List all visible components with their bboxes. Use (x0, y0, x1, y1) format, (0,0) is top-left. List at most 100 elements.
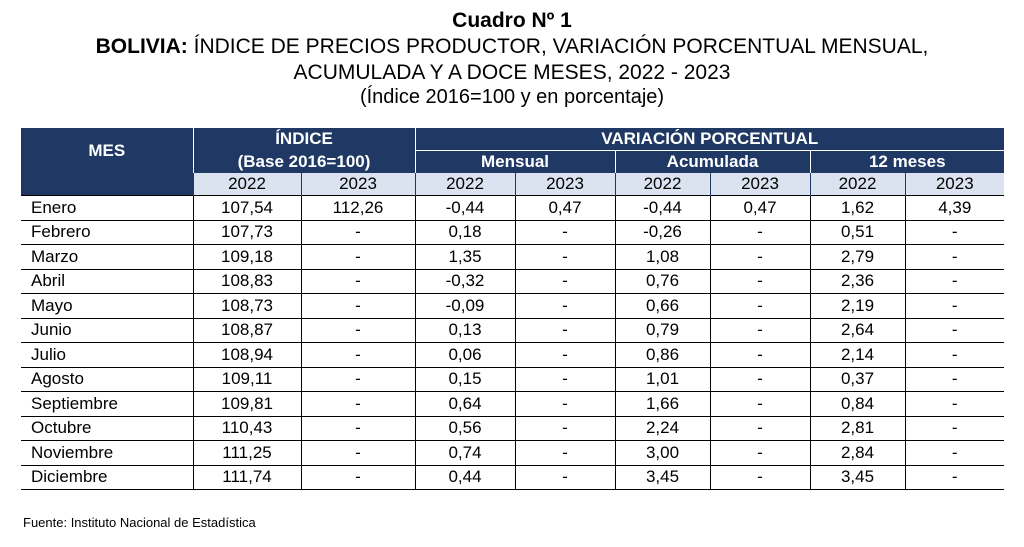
year-header: 2023 (300, 173, 415, 196)
cell-a22: 3,00 (614, 440, 710, 465)
cell-d23: - (904, 317, 1005, 343)
cell-d23: - (904, 391, 1005, 416)
cell-i23: - (300, 366, 415, 392)
cell-a22: 0,86 (614, 342, 710, 367)
cell-d23: - (904, 440, 1005, 465)
table-row: Abril 108,83- -0,32-0,76-2,36- (21, 268, 1005, 294)
cell-m23: - (514, 366, 615, 392)
table-row: Enero 107,54 112,26 -0,44 0,47 -0,44 0,47 1,62 4… (21, 195, 1005, 220)
cell-d22: 2,64 (809, 317, 905, 343)
cell-mes: Noviembre (21, 440, 193, 465)
cell-d23: - (904, 244, 1005, 269)
cell-i23: - (300, 391, 415, 416)
cell-d22: 2,14 (809, 342, 905, 367)
cell-a22: 2,24 (614, 415, 710, 441)
cell-a23: - (709, 268, 810, 294)
table-number: Cuadro Nº 1 (452, 9, 572, 32)
table-row: Junio 108,87-0,13-0,79-2,64- (21, 317, 1005, 343)
cell-a23: - (709, 293, 810, 318)
table-row: Diciembre 111,74-0,44-3,45-3,45- (21, 464, 1005, 490)
cell-m23: - (514, 415, 615, 441)
year-header: 2023 (904, 173, 1005, 196)
cell-i22: 109,18 (192, 244, 301, 269)
col-header-12-meses: 12 meses (809, 150, 1005, 173)
table-row: Agosto 109,11-0,15-1,01-0,37- (21, 366, 1005, 392)
year-header: 2023 (514, 173, 615, 196)
cell-d23: - (904, 268, 1005, 294)
cell-d23: - (904, 342, 1005, 367)
cell-i22: 111,74 (192, 464, 301, 490)
cell-i22: 108,83 (192, 268, 301, 294)
cell-mes: Febrero (21, 219, 193, 245)
table-row: Marzo 109,18-1,35-1,08-2,79- (21, 244, 1005, 269)
cell-i22: 107,73 (192, 219, 301, 245)
table-title-line1: BOLIVIA: ÍNDICE DE PRECIOS PRODUCTOR, VA… (0, 34, 1024, 60)
country-label: BOLIVIA: (95, 35, 188, 58)
cell-mes: Enero (21, 195, 193, 220)
cell-d22: 2,79 (809, 244, 905, 269)
table-body: Enero 107,54 112,26 -0,44 0,47 -0,44 0,47 1,62 4… (21, 195, 1005, 490)
cell-a22: 0,79 (614, 317, 710, 343)
cell-i23: - (300, 342, 415, 367)
cell-a22: 3,45 (614, 464, 710, 490)
cell-a22: -0,26 (614, 219, 710, 245)
cell-d22: 0,37 (809, 366, 905, 392)
cell-d22: 0,51 (809, 219, 905, 245)
cell-d23: - (904, 366, 1005, 392)
cell-m22: 0,15 (414, 366, 515, 392)
col-header-mensual: Mensual (414, 150, 615, 173)
cell-mes: Junio (21, 317, 193, 343)
col-header-indice-base: (Base 2016=100) (192, 150, 415, 173)
cell-m23: - (514, 440, 615, 465)
cell-m23: - (514, 464, 615, 490)
cell-m22: -0,32 (414, 268, 515, 294)
cell-m22: -0,09 (414, 293, 515, 318)
cell-d22: 2,19 (809, 293, 905, 318)
cell-m23: - (514, 391, 615, 416)
cell-mes: Octubre (21, 415, 193, 441)
cell-d23: - (904, 219, 1005, 245)
year-header: 2023 (709, 173, 810, 196)
title-text: ÍNDICE DE PRECIOS PRODUCTOR, VARIACIÓN P… (187, 35, 929, 58)
price-index-table: MES ÍNDICE VARIACIÓN PORCENTUAL (Base 20… (21, 128, 1005, 490)
cell-i22: 108,87 (192, 317, 301, 343)
cell-i23: 112,26 (300, 195, 415, 220)
cell-m22: 0,74 (414, 440, 515, 465)
cell-d22: 1,62 (809, 195, 905, 220)
cell-m22: 0,64 (414, 391, 515, 416)
cell-a23: - (709, 244, 810, 269)
cell-i22: 108,94 (192, 342, 301, 367)
cell-i22: 111,25 (192, 440, 301, 465)
cell-a23: - (709, 342, 810, 367)
col-header-variacion: VARIACIÓN PORCENTUAL (414, 128, 1005, 151)
cell-a23: 0,47 (709, 195, 810, 220)
cell-i22: 109,11 (192, 366, 301, 392)
cell-d22: 2,81 (809, 415, 905, 441)
year-header: 2022 (614, 173, 710, 196)
cell-a23: - (709, 415, 810, 441)
cell-i22: 110,43 (192, 415, 301, 441)
cell-a22: 0,66 (614, 293, 710, 318)
table-row: Noviembre 111,25-0,74-3,00-2,84- (21, 440, 1005, 465)
cell-a23: - (709, 440, 810, 465)
cell-a22: -0,44 (614, 195, 710, 220)
cell-d23: - (904, 464, 1005, 490)
cell-m22: 0,13 (414, 317, 515, 343)
year-header: 2022 (414, 173, 515, 196)
cell-a23: - (709, 317, 810, 343)
cell-a23: - (709, 391, 810, 416)
cell-mes: Mayo (21, 293, 193, 318)
col-header-mes-spacer (21, 173, 193, 196)
cell-a23: - (709, 219, 810, 245)
table-row: Septiembre 109,81-0,64-1,66-0,84- (21, 391, 1005, 416)
cell-a22: 0,76 (614, 268, 710, 294)
cell-a23: - (709, 366, 810, 392)
cell-d22: 2,36 (809, 268, 905, 294)
cell-d23: - (904, 293, 1005, 318)
cell-d22: 3,45 (809, 464, 905, 490)
cell-a23: - (709, 464, 810, 490)
cell-m23: - (514, 317, 615, 343)
col-header-acumulada: Acumulada (614, 150, 810, 173)
cell-a22: 1,08 (614, 244, 710, 269)
cell-mes: Diciembre (21, 464, 193, 490)
